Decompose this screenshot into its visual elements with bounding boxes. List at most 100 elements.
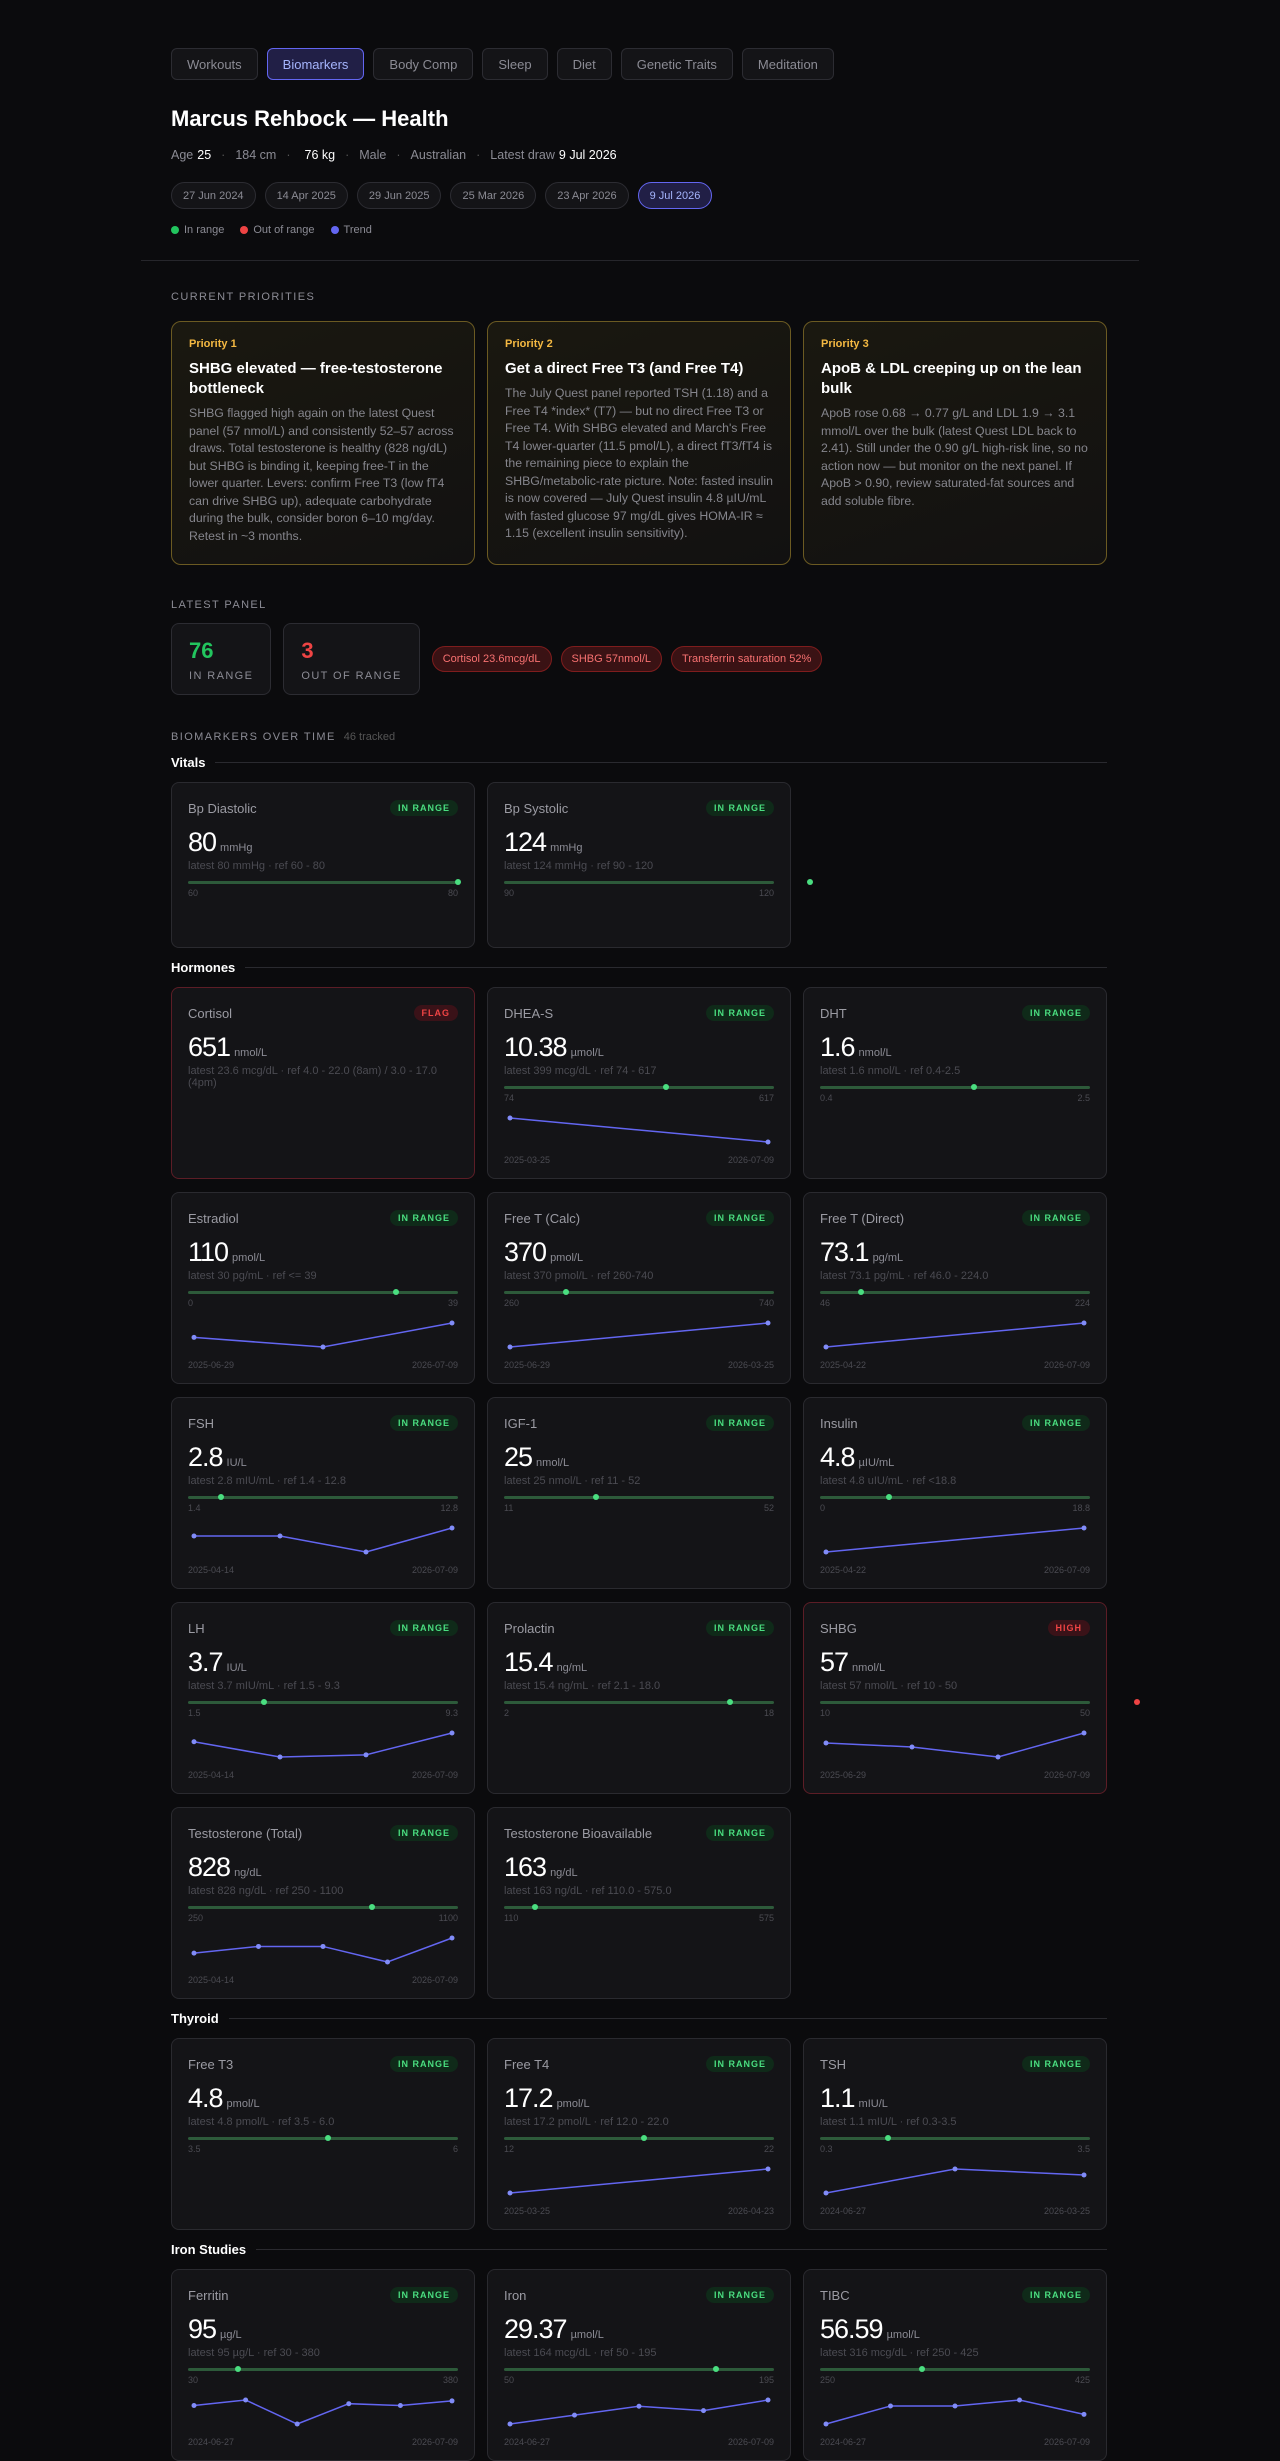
sparkline	[823, 1730, 1087, 1760]
trend-line	[509, 2399, 769, 2425]
range-min: 74	[504, 1093, 515, 1103]
range-labels: 250 1100	[188, 1913, 458, 1923]
group-heading: Iron Studies	[171, 2242, 1107, 2257]
latest-ref: latest 164 mcg/dL · ref 50 - 195	[504, 2347, 657, 2359]
priority-title: Get a direct Free T3 (and Free T4)	[505, 360, 744, 377]
range-marker	[593, 1494, 600, 1500]
legend-label: In range	[184, 224, 225, 236]
date-chip[interactable]: 29 Jun 2025	[356, 182, 442, 209]
biomarker-card: TIBC IN RANGE 56.59 µmol/L latest 316 mcg/dL…	[803, 2269, 1107, 2461]
trend-point	[888, 2403, 893, 2409]
range-marker	[858, 1289, 865, 1295]
range-marker	[392, 1289, 399, 1295]
biomarker-value: 10.38 µmol/L	[504, 1032, 774, 1063]
tab[interactable]: Body Comp	[373, 48, 474, 80]
range-bar	[820, 1699, 1141, 1705]
trend-point	[701, 2408, 706, 2414]
range-marker	[884, 2135, 891, 2141]
sparkline	[507, 1115, 771, 1145]
biomarker-value: 124 mmHg	[504, 827, 774, 858]
meta-value: 76 kg	[304, 148, 336, 162]
trend-dates: 2025-06-29 2026-07-09	[820, 1770, 1090, 1780]
tab[interactable]: Diet	[556, 48, 612, 80]
tab[interactable]: Sleep	[482, 48, 548, 80]
trend-point	[1081, 2172, 1087, 2178]
biomarker-card: Testosterone (Total) IN RANGE 828 ng/dL late…	[171, 1807, 475, 1999]
page-title: Marcus Rehbock — Health	[171, 106, 449, 131]
range-min: 250	[188, 1913, 204, 1923]
value-number: 17.2	[504, 2083, 554, 2113]
tab[interactable]: Meditation	[741, 48, 834, 80]
flag-chip: Cortisol 23.6mcg/dL	[431, 646, 552, 672]
trend-start: 2025-03-25	[504, 2206, 551, 2216]
sparkline	[507, 2166, 771, 2196]
range-marker	[455, 879, 461, 885]
status-badge: IN RANGE	[705, 1210, 774, 1226]
date-chip[interactable]: 14 Apr 2025	[264, 182, 348, 209]
priorities: Priority 1 SHBG elevated — free-testoster…	[171, 321, 1107, 565]
tab[interactable]: Biomarkers	[266, 48, 365, 80]
date-chip[interactable]: 25 Mar 2026	[450, 182, 537, 209]
range-labels: 110 575	[504, 1913, 774, 1923]
latest-ref: latest 57 nmol/L · ref 10 - 50	[820, 1680, 958, 1692]
range-max: 575	[758, 1913, 774, 1923]
trend-start: 2024-06-27	[820, 2206, 867, 2216]
meta-value: 9 Jul 2026	[558, 148, 617, 162]
trend-point	[952, 2403, 958, 2409]
trend-point	[1081, 2411, 1087, 2417]
value-number: 1.1	[820, 2083, 856, 2113]
biomarker-value: 17.2 pmol/L	[504, 2083, 774, 2114]
meta-item: 184 cm	[211, 148, 276, 162]
tab[interactable]: Genetic Traits	[620, 48, 733, 80]
trend-dates: 2025-04-22 2026-07-09	[820, 1360, 1090, 1370]
date-chip[interactable]: 9 Jul 2026	[637, 182, 713, 209]
draw-dates: 27 Jun 2024 14 Apr 2025 29 Jun 2025 25 Mar …	[171, 182, 1107, 209]
range-min: 0	[820, 1503, 826, 1513]
range-min: 50	[504, 2375, 515, 2385]
range-labels: 1.5 9.3	[188, 1708, 458, 1718]
status-badge: IN RANGE	[705, 1825, 774, 1841]
biomarker-card: Free T (Calc) IN RANGE 370 pmol/L latest 370…	[487, 1192, 791, 1384]
legend-item: Trend	[330, 224, 372, 236]
card-header: SHBG HIGH	[820, 1619, 1090, 1637]
status-badge: IN RANGE	[1021, 1005, 1090, 1021]
range-max: 50	[1079, 1708, 1090, 1718]
trend-start: 2025-04-14	[188, 1565, 235, 1575]
trend-end: 2026-03-25	[727, 1360, 774, 1370]
trend-dates: 2025-06-29 2026-03-25	[504, 1360, 774, 1370]
trend-point	[294, 2421, 300, 2427]
value-unit: nmol/L	[536, 1457, 570, 1469]
trend-end: 2026-07-09	[727, 2437, 774, 2447]
range-labels: 90 120	[504, 888, 774, 898]
stat-value: 3	[301, 638, 314, 663]
tab-bar: Workouts Biomarkers Body Comp Sleep Diet Gene…	[171, 48, 1107, 80]
sparkline	[507, 1320, 771, 1350]
range-bar	[504, 2366, 774, 2372]
tracked-count: 46 tracked	[343, 731, 396, 743]
biomarker-value: 828 ng/dL	[188, 1852, 458, 1883]
sparkline	[823, 1525, 1087, 1555]
status-badge: IN RANGE	[1021, 2287, 1090, 2303]
biomarker-card: Bp Systolic IN RANGE 124 mmHg latest 124 mmH…	[487, 782, 813, 948]
tab[interactable]: Workouts	[171, 48, 258, 80]
date-chip[interactable]: 23 Apr 2026	[545, 182, 629, 209]
range-labels: 0.4 2.5	[820, 1093, 1090, 1103]
trend-start: 2025-04-22	[820, 1360, 867, 1370]
trend-start: 2025-06-29	[820, 1770, 867, 1780]
priority-body: SHBG flagged high again on the latest Qu…	[189, 406, 454, 543]
range-min: 0.3	[820, 2144, 833, 2154]
biomarker-name: Prolactin	[504, 1620, 555, 1636]
value-number: 25	[504, 1442, 533, 1472]
card-header: IGF-1 IN RANGE	[504, 1414, 774, 1432]
range-bar	[504, 1904, 774, 1910]
date-chip[interactable]: 27 Jun 2024	[171, 182, 256, 209]
latest-ref: latest 17.2 pmol/L · ref 12.0 - 22.0	[504, 2116, 669, 2128]
legend-item: Out of range	[240, 224, 315, 236]
range-labels: 12 22	[504, 2144, 774, 2154]
range-labels: 260 740	[504, 1298, 774, 1308]
trend-point	[1081, 1320, 1087, 1326]
value-unit: µg/L	[220, 2329, 242, 2341]
trend-point	[363, 1752, 369, 1758]
trend-dates: 2025-04-14 2026-07-09	[188, 1770, 458, 1780]
latest-ref: latest 2.8 mIU/mL · ref 1.4 - 12.8	[188, 1475, 346, 1487]
